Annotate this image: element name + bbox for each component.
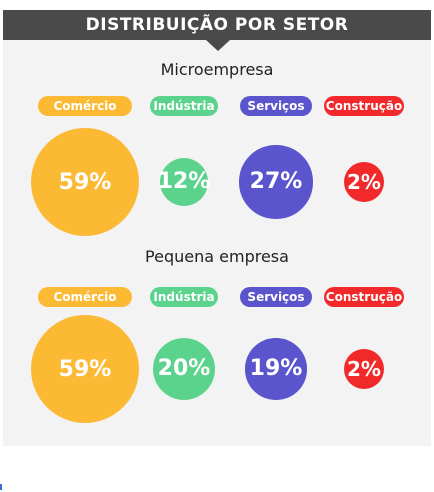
bubble-industria: 20%	[152, 337, 216, 401]
bubble-label: 2%	[347, 170, 381, 194]
section-title-microempresa: Microempresa	[160, 60, 274, 79]
legend-pill-construcao: Construção	[324, 96, 404, 116]
legend-pill-servicos: Serviços	[240, 287, 312, 307]
edge-marker	[0, 484, 2, 490]
bubble-comercio: 59%	[31, 128, 139, 236]
title-banner	[3, 10, 431, 40]
bubble-comercio: 59%	[31, 315, 139, 423]
bubble-label: 12%	[157, 169, 211, 195]
title-banner-notch	[206, 40, 230, 51]
bubble-label: 59%	[58, 169, 112, 195]
legend-pill-servicos: Serviços	[240, 96, 312, 116]
bubble-servicos: 27%	[239, 145, 313, 219]
bubble-label: 27%	[249, 169, 303, 195]
legend-pill-comercio: Comércio	[38, 96, 132, 116]
bubble-label: 20%	[157, 356, 211, 382]
legend-pill-construcao: Construção	[324, 287, 404, 307]
bubble-label: 19%	[249, 356, 303, 382]
legend-pill-industria: Indústria	[150, 96, 218, 116]
bubble-construcao: 2%	[344, 349, 384, 389]
section-title-pequena-empresa: Pequena empresa	[145, 247, 289, 266]
chart-title: DISTRIBUIÇÃO POR SETOR	[85, 15, 349, 35]
bubble-industria: 12%	[157, 157, 211, 207]
bubble-servicos: 19%	[245, 338, 307, 400]
legend-pill-comercio: Comércio	[38, 287, 132, 307]
bubble-label: 59%	[58, 356, 112, 382]
legend-pill-industria: Indústria	[150, 287, 218, 307]
bubble-label: 2%	[347, 357, 381, 381]
bubble-construcao: 2%	[344, 162, 384, 202]
